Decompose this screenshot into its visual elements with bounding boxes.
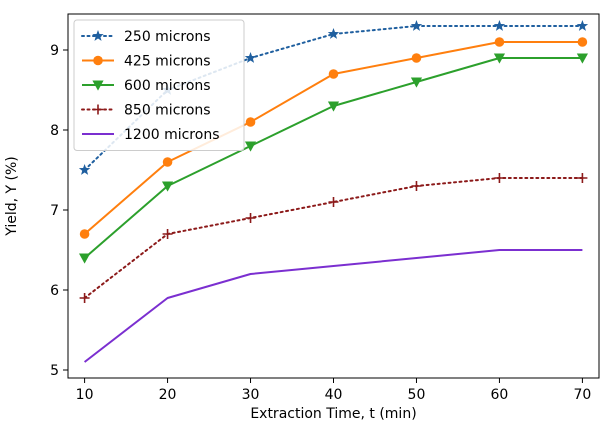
- series-850-microns: [79, 173, 588, 303]
- data-point: [327, 28, 340, 39]
- data-point: [576, 20, 589, 31]
- y-axis-label: Yield, Y (%): [4, 156, 20, 236]
- legend-item-1200-microns: 1200 microns: [82, 127, 219, 143]
- legend-label: 1200 microns: [124, 127, 219, 143]
- x-tick-label: 60: [491, 387, 509, 403]
- data-point: [79, 229, 90, 239]
- data-point: [78, 164, 91, 175]
- legend: 250 microns 425 microns 600 microns 850 mic…: [73, 19, 245, 151]
- legend-label: 600 microns: [124, 78, 211, 94]
- x-axis-label: Extraction Time, t (min): [250, 406, 416, 422]
- legend-label: 425 microns: [124, 54, 211, 70]
- legend-box: [73, 19, 245, 151]
- y-tick-label: 5: [50, 363, 59, 379]
- data-point: [411, 181, 422, 191]
- series-425-microns: [79, 37, 588, 239]
- data-point: [162, 229, 173, 239]
- legend-label: 250 microns: [124, 29, 211, 45]
- x-tick-label: 50: [408, 387, 426, 403]
- data-point: [79, 293, 90, 303]
- legend-item-850-microns: 850 microns: [81, 103, 211, 119]
- legend-marker: [93, 104, 103, 115]
- data-point: [494, 37, 505, 47]
- data-point: [328, 197, 339, 207]
- y-tick-label: 6: [50, 283, 59, 299]
- legend-item-600-microns: 600 microns: [82, 78, 211, 94]
- x-tick-label: 70: [573, 387, 591, 403]
- data-point: [328, 69, 339, 79]
- data-point: [244, 141, 257, 152]
- x-tick-label: 20: [159, 387, 177, 403]
- data-point: [78, 253, 91, 264]
- x-tick-label: 40: [325, 387, 343, 403]
- data-point: [577, 37, 588, 47]
- data-point: [245, 213, 256, 223]
- legend-marker: [93, 55, 103, 66]
- legend-item-425-microns: 425 microns: [82, 54, 211, 70]
- data-point: [245, 117, 256, 127]
- data-point: [494, 173, 505, 183]
- data-point: [577, 173, 588, 183]
- series-line-850-microns: [83, 177, 584, 299]
- y-tick-label: 9: [50, 43, 59, 59]
- legend-marker: [92, 80, 104, 91]
- x-tick-label: 30: [242, 387, 260, 403]
- legend-label: 850 microns: [124, 103, 211, 119]
- data-point: [493, 53, 506, 64]
- y-tick-label: 8: [50, 123, 59, 139]
- y-tick-label: 7: [50, 203, 59, 219]
- data-point: [162, 157, 173, 167]
- legend-marker: [92, 30, 104, 41]
- data-point: [493, 20, 506, 31]
- series-1200-microns: [83, 249, 583, 363]
- data-point: [410, 20, 423, 31]
- data-point: [576, 53, 589, 64]
- x-axis-ticks: 10 20 30 40 50 60 70: [76, 378, 591, 403]
- data-point: [411, 53, 422, 63]
- data-point: [327, 101, 340, 112]
- series-600-microns: [78, 53, 589, 264]
- data-point: [161, 181, 174, 192]
- data-point: [244, 52, 257, 63]
- series-line-1200-microns: [83, 249, 583, 363]
- x-tick-label: 10: [76, 387, 94, 403]
- data-point: [410, 77, 423, 88]
- series-layer: [78, 20, 589, 363]
- legend-item-250-microns: 250 microns: [81, 29, 211, 45]
- y-axis-ticks: 5 6 7 8 9: [50, 43, 68, 379]
